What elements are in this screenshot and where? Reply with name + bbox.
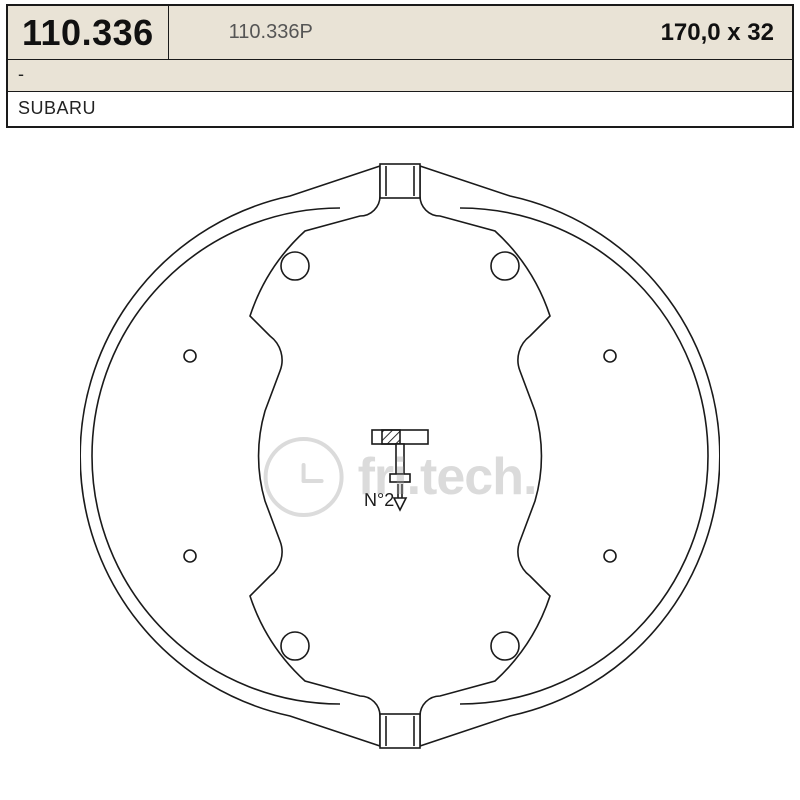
bolt-hole	[491, 252, 519, 280]
header-row-dash: -	[8, 60, 792, 92]
header-box: 110.336 110.336P 170,0 x 32 - SUBARU	[6, 4, 794, 128]
alt-part-number: 110.336P	[169, 21, 661, 44]
part-number-box: 110.336	[8, 6, 169, 59]
bottom-anchor	[380, 714, 420, 748]
top-anchor	[380, 164, 420, 198]
header-row-main: 110.336 110.336P 170,0 x 32	[8, 6, 792, 60]
part-label: N°2	[364, 490, 394, 510]
page-root: 110.336 110.336P 170,0 x 32 - SUBARU	[0, 0, 800, 800]
bolt-hole	[281, 632, 309, 660]
header-row-make: SUBARU	[8, 92, 792, 126]
dash-text: -	[18, 64, 24, 84]
right-shoe-outline	[420, 166, 720, 746]
left-shoe-outline	[80, 166, 380, 746]
bolt-hole	[491, 632, 519, 660]
bolt-hole	[281, 252, 309, 280]
diagram-area: N°2 fri.tech.	[0, 128, 800, 800]
brake-shoe-diagram: N°2	[80, 136, 720, 776]
part-number: 110.336	[22, 12, 154, 54]
right-shoe	[420, 166, 720, 746]
center-adjuster: N°2	[364, 430, 428, 510]
dimensions: 170,0 x 32	[661, 19, 792, 47]
left-shoe	[80, 166, 380, 746]
vehicle-make: SUBARU	[18, 98, 96, 118]
